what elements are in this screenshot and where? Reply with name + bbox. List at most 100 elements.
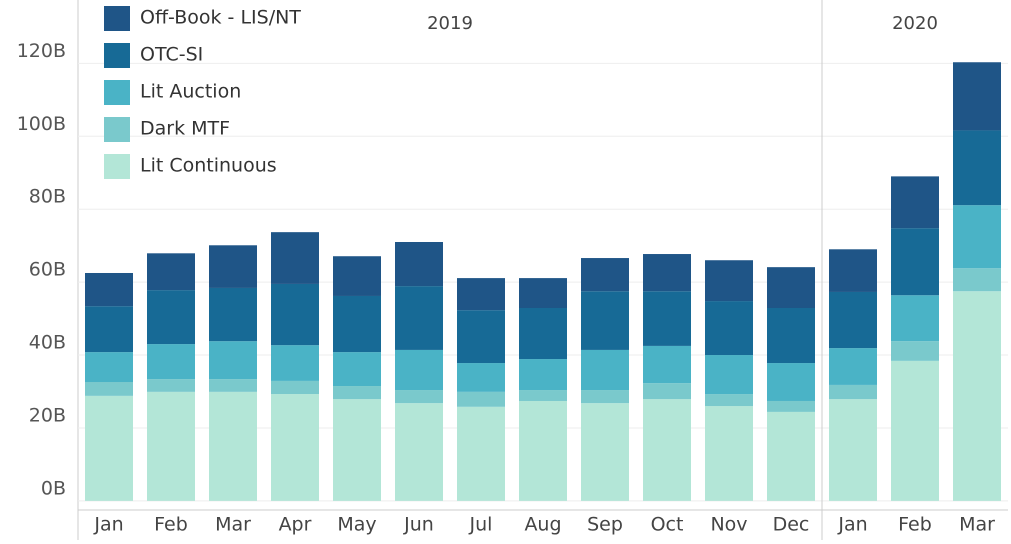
bar-segment — [333, 386, 381, 400]
bar-segment — [519, 278, 567, 308]
bar-segment — [209, 287, 257, 342]
bar-segment — [643, 291, 691, 346]
bar-segment — [147, 391, 195, 501]
bar-segment — [767, 363, 815, 401]
bar-segment — [581, 258, 629, 292]
y-tick-label: 20B — [29, 404, 66, 426]
legend-swatch — [104, 43, 130, 68]
y-tick-label: 40B — [29, 332, 66, 354]
x-tick-label: Jul — [469, 514, 493, 536]
x-tick-label: Jan — [837, 514, 867, 536]
bar-segment — [209, 245, 257, 288]
x-tick-label: Oct — [651, 514, 684, 536]
legend-label: Lit Continuous — [140, 155, 277, 177]
bar-segment — [581, 291, 629, 350]
bar-segment — [457, 278, 505, 311]
bar-segment — [705, 406, 753, 501]
x-tick-label: Apr — [279, 514, 312, 536]
bar-segment — [767, 400, 815, 412]
bar-segment — [953, 130, 1001, 206]
legend-label: OTC-SI — [140, 44, 203, 66]
y-tick-label: 100B — [17, 113, 66, 135]
bar-segment — [891, 176, 939, 229]
bar-segment — [891, 341, 939, 361]
bar-segment — [829, 249, 877, 292]
bar-segment — [85, 306, 133, 353]
bar-segment — [147, 344, 195, 380]
year-label: 2020 — [892, 13, 938, 34]
y-tick-label: 80B — [29, 186, 66, 208]
bar-segment — [395, 286, 443, 350]
bar-segment — [705, 301, 753, 356]
bar-segment — [953, 205, 1001, 269]
bar-segment — [333, 352, 381, 387]
bar-segment — [333, 399, 381, 501]
bar-segment — [519, 308, 567, 360]
bar-segment — [891, 228, 939, 296]
x-tick-label: Mar — [959, 514, 995, 536]
x-tick-label: Sep — [587, 514, 623, 536]
bar-segment — [395, 390, 443, 404]
bar-segment — [209, 379, 257, 392]
x-tick-label: Aug — [524, 514, 561, 536]
bar-segment — [395, 349, 443, 391]
year-label: 2019 — [427, 13, 473, 34]
legend-swatch — [104, 80, 130, 105]
bar-segment — [519, 359, 567, 391]
y-tick-label: 60B — [29, 259, 66, 281]
bar-segment — [85, 382, 133, 396]
x-tick-label: Mar — [215, 514, 251, 536]
legend-swatch — [104, 117, 130, 142]
bar-segment — [519, 390, 567, 401]
bar-segment — [581, 403, 629, 501]
bar-segment — [457, 363, 505, 392]
bar-segment — [147, 379, 195, 392]
bar-segment — [705, 394, 753, 407]
bar-segment — [829, 291, 877, 349]
bar-segment — [643, 254, 691, 292]
bar-segment — [581, 390, 629, 404]
bar-segment — [953, 268, 1001, 292]
bar-segment — [767, 411, 815, 501]
bar-segment — [581, 349, 629, 391]
bar-segment — [395, 403, 443, 501]
x-tick-label: Nov — [710, 514, 747, 536]
bar-segment — [85, 272, 133, 307]
bar-segment — [209, 391, 257, 501]
legend-swatch — [104, 6, 130, 31]
bar-segment — [519, 400, 567, 501]
bar-segment — [209, 341, 257, 380]
bar-segment — [333, 295, 381, 353]
x-tick-label: Dec — [773, 514, 810, 536]
bar-segment — [891, 360, 939, 501]
bar-segment — [85, 352, 133, 383]
bar-segment — [829, 348, 877, 385]
bar-segment — [457, 406, 505, 501]
legend-label: Off-Book - LIS/NT — [140, 7, 301, 29]
y-tick-label: 0B — [41, 477, 66, 499]
bar-segment — [271, 283, 319, 346]
bar-segment — [147, 290, 195, 345]
bar-segment — [333, 256, 381, 296]
bar-segment — [271, 394, 319, 501]
bar-segment — [643, 345, 691, 384]
bar-segment — [271, 232, 319, 284]
legend-label: Lit Auction — [140, 81, 241, 103]
bar-segment — [271, 380, 319, 395]
bar-segment — [705, 260, 753, 302]
bar-segment — [829, 399, 877, 501]
y-tick-label: 120B — [17, 40, 66, 62]
bar-segment — [767, 267, 815, 308]
bar-segment — [829, 384, 877, 400]
x-tick-label: Feb — [154, 514, 188, 536]
bar-segment — [705, 355, 753, 395]
bar-segment — [891, 295, 939, 342]
bar-segment — [643, 383, 691, 400]
x-tick-label: May — [337, 514, 376, 536]
bar-segment — [271, 345, 319, 381]
legend-label: Dark MTF — [140, 118, 230, 140]
bar-segment — [953, 62, 1001, 131]
legend-swatch — [104, 154, 130, 179]
bar-segment — [457, 391, 505, 407]
